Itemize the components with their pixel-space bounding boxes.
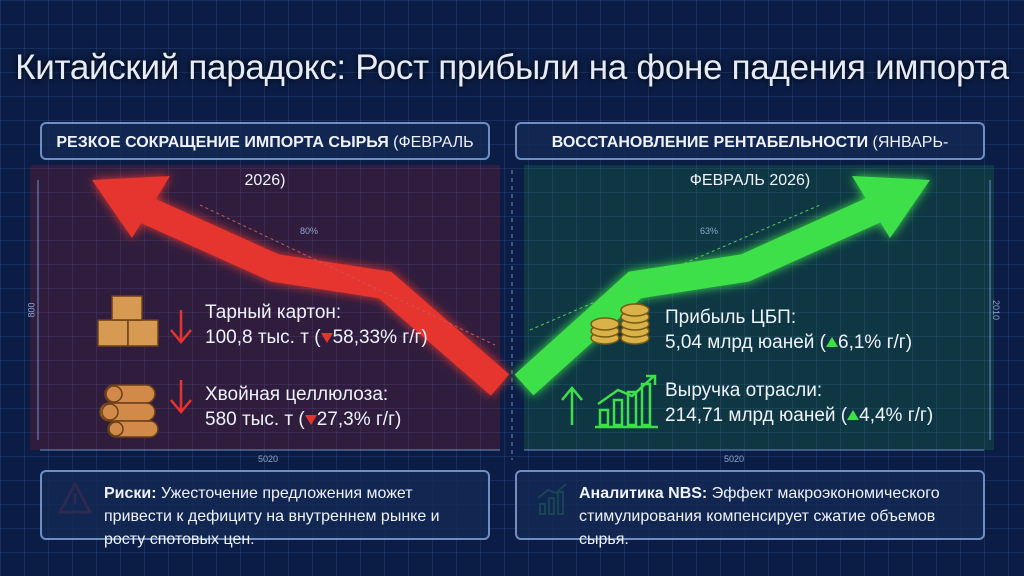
header-period: (ФЕВРАЛЬ 2026): [244, 134, 474, 189]
header-period: (ЯНВАРЬ-ФЕВРАЛЬ 2026): [689, 134, 949, 189]
stat-change: 27,3% г/г): [316, 409, 402, 430]
green-arrow-head: [852, 176, 930, 238]
title: Китайский парадокс: Рост прибыли на фоне…: [15, 48, 1009, 87]
logs-icon: [99, 384, 159, 438]
stat-item: Хвойная целлюлоза: 580 тыс. т ( 27,3% г/г…: [205, 382, 401, 432]
red-arrow-head: [92, 176, 170, 238]
green-arrow: [514, 176, 930, 396]
coins-icon: [590, 303, 650, 345]
stat-item: Тарный картон: 100,8 тыс. т ( 58,33% г/г): [205, 300, 428, 350]
stat-line: 100,8 тыс. т ( 58,33% г/г): [205, 325, 428, 350]
stat-label: Хвойная целлюлоза:: [205, 384, 389, 405]
arrow-label: 80%: [300, 226, 319, 236]
stat-change: 6,1% г/г): [838, 332, 913, 353]
header-bold: ВОССТАНОВЛЕНИЕ РЕНТАБЕЛЬНОСТИ: [551, 134, 869, 151]
red-arrow-body: [129, 192, 510, 396]
stat-value: 214,71 млрд юаней (: [665, 405, 848, 426]
dimension-label: 800: [26, 302, 37, 318]
stat-label: Выручка отрасли:: [665, 380, 823, 401]
dimension-label: 5020: [724, 454, 745, 464]
dimension-label: 5020: [258, 454, 279, 464]
down-triangle: [304, 415, 317, 426]
stat-line: 580 тыс. т ( 27,3% г/г): [205, 407, 401, 432]
stat-item: Выручка отрасли: 214,71 млрд юаней ( 4,4%…: [665, 378, 933, 428]
stat-label: Тарный картон:: [205, 302, 342, 323]
dimension-label: 2010: [991, 299, 1002, 321]
stat-label: Прибыль ЦБП:: [665, 307, 797, 328]
note-bold: Аналитика NBS:: [579, 485, 708, 502]
stat-item: Прибыль ЦБП: 5,04 млрд юаней ( 6,1% г/г): [665, 305, 912, 355]
up-triangle: [826, 337, 838, 348]
down-arrow-icon: [170, 380, 192, 414]
arrow-label: 63%: [700, 226, 719, 236]
green-dim: [529, 204, 821, 331]
stat-value: 5,04 млрд юаней (: [665, 332, 826, 353]
stat-change: 4,4% г/г): [859, 405, 934, 426]
stat-value: 580 тыс. т (: [205, 409, 305, 430]
red-dim: [199, 204, 496, 346]
down-triangle: [320, 333, 333, 344]
bar-chart-icon: [595, 374, 658, 429]
stat-value: 100,8 тыс. т (: [205, 327, 321, 348]
note-text: Ужесточение предложения может привести к…: [104, 485, 440, 548]
right-header: ВОССТАНОВЛЕНИЕ РЕНТАБЕЛЬНОСТИ (ЯНВАРЬ-ФЕ…: [515, 122, 985, 189]
left-header: РЕЗКОЕ СОКРАЩЕНИЕ ИМПОРТА СЫРЬЯ (ФЕВРАЛЬ…: [40, 122, 490, 189]
risk-note: Риски: Ужесточение предложения может при…: [40, 470, 490, 548]
boxes-icon: [97, 295, 159, 347]
analytics-note: Аналитика NBS: Эффект макроэкономическог…: [515, 470, 985, 548]
note-text: Эффект макроэкономического стимулировани…: [579, 485, 940, 548]
up-arrow-icon: [561, 386, 583, 425]
down-arrow-icon: [170, 310, 192, 344]
note-bold: Риски:: [104, 485, 157, 502]
stat-line: 5,04 млрд юаней ( 6,1% г/г): [665, 330, 912, 355]
green-arrow-body: [514, 192, 891, 396]
up-triangle: [847, 410, 860, 421]
stat-line: 214,71 млрд юаней ( 4,4% г/г): [665, 403, 933, 428]
red-arrow: [92, 176, 510, 396]
stat-change: 58,33% г/г): [332, 327, 428, 348]
header-bold: РЕЗКОЕ СОКРАЩЕНИЕ ИМПОРТА СЫРЬЯ: [56, 134, 389, 151]
